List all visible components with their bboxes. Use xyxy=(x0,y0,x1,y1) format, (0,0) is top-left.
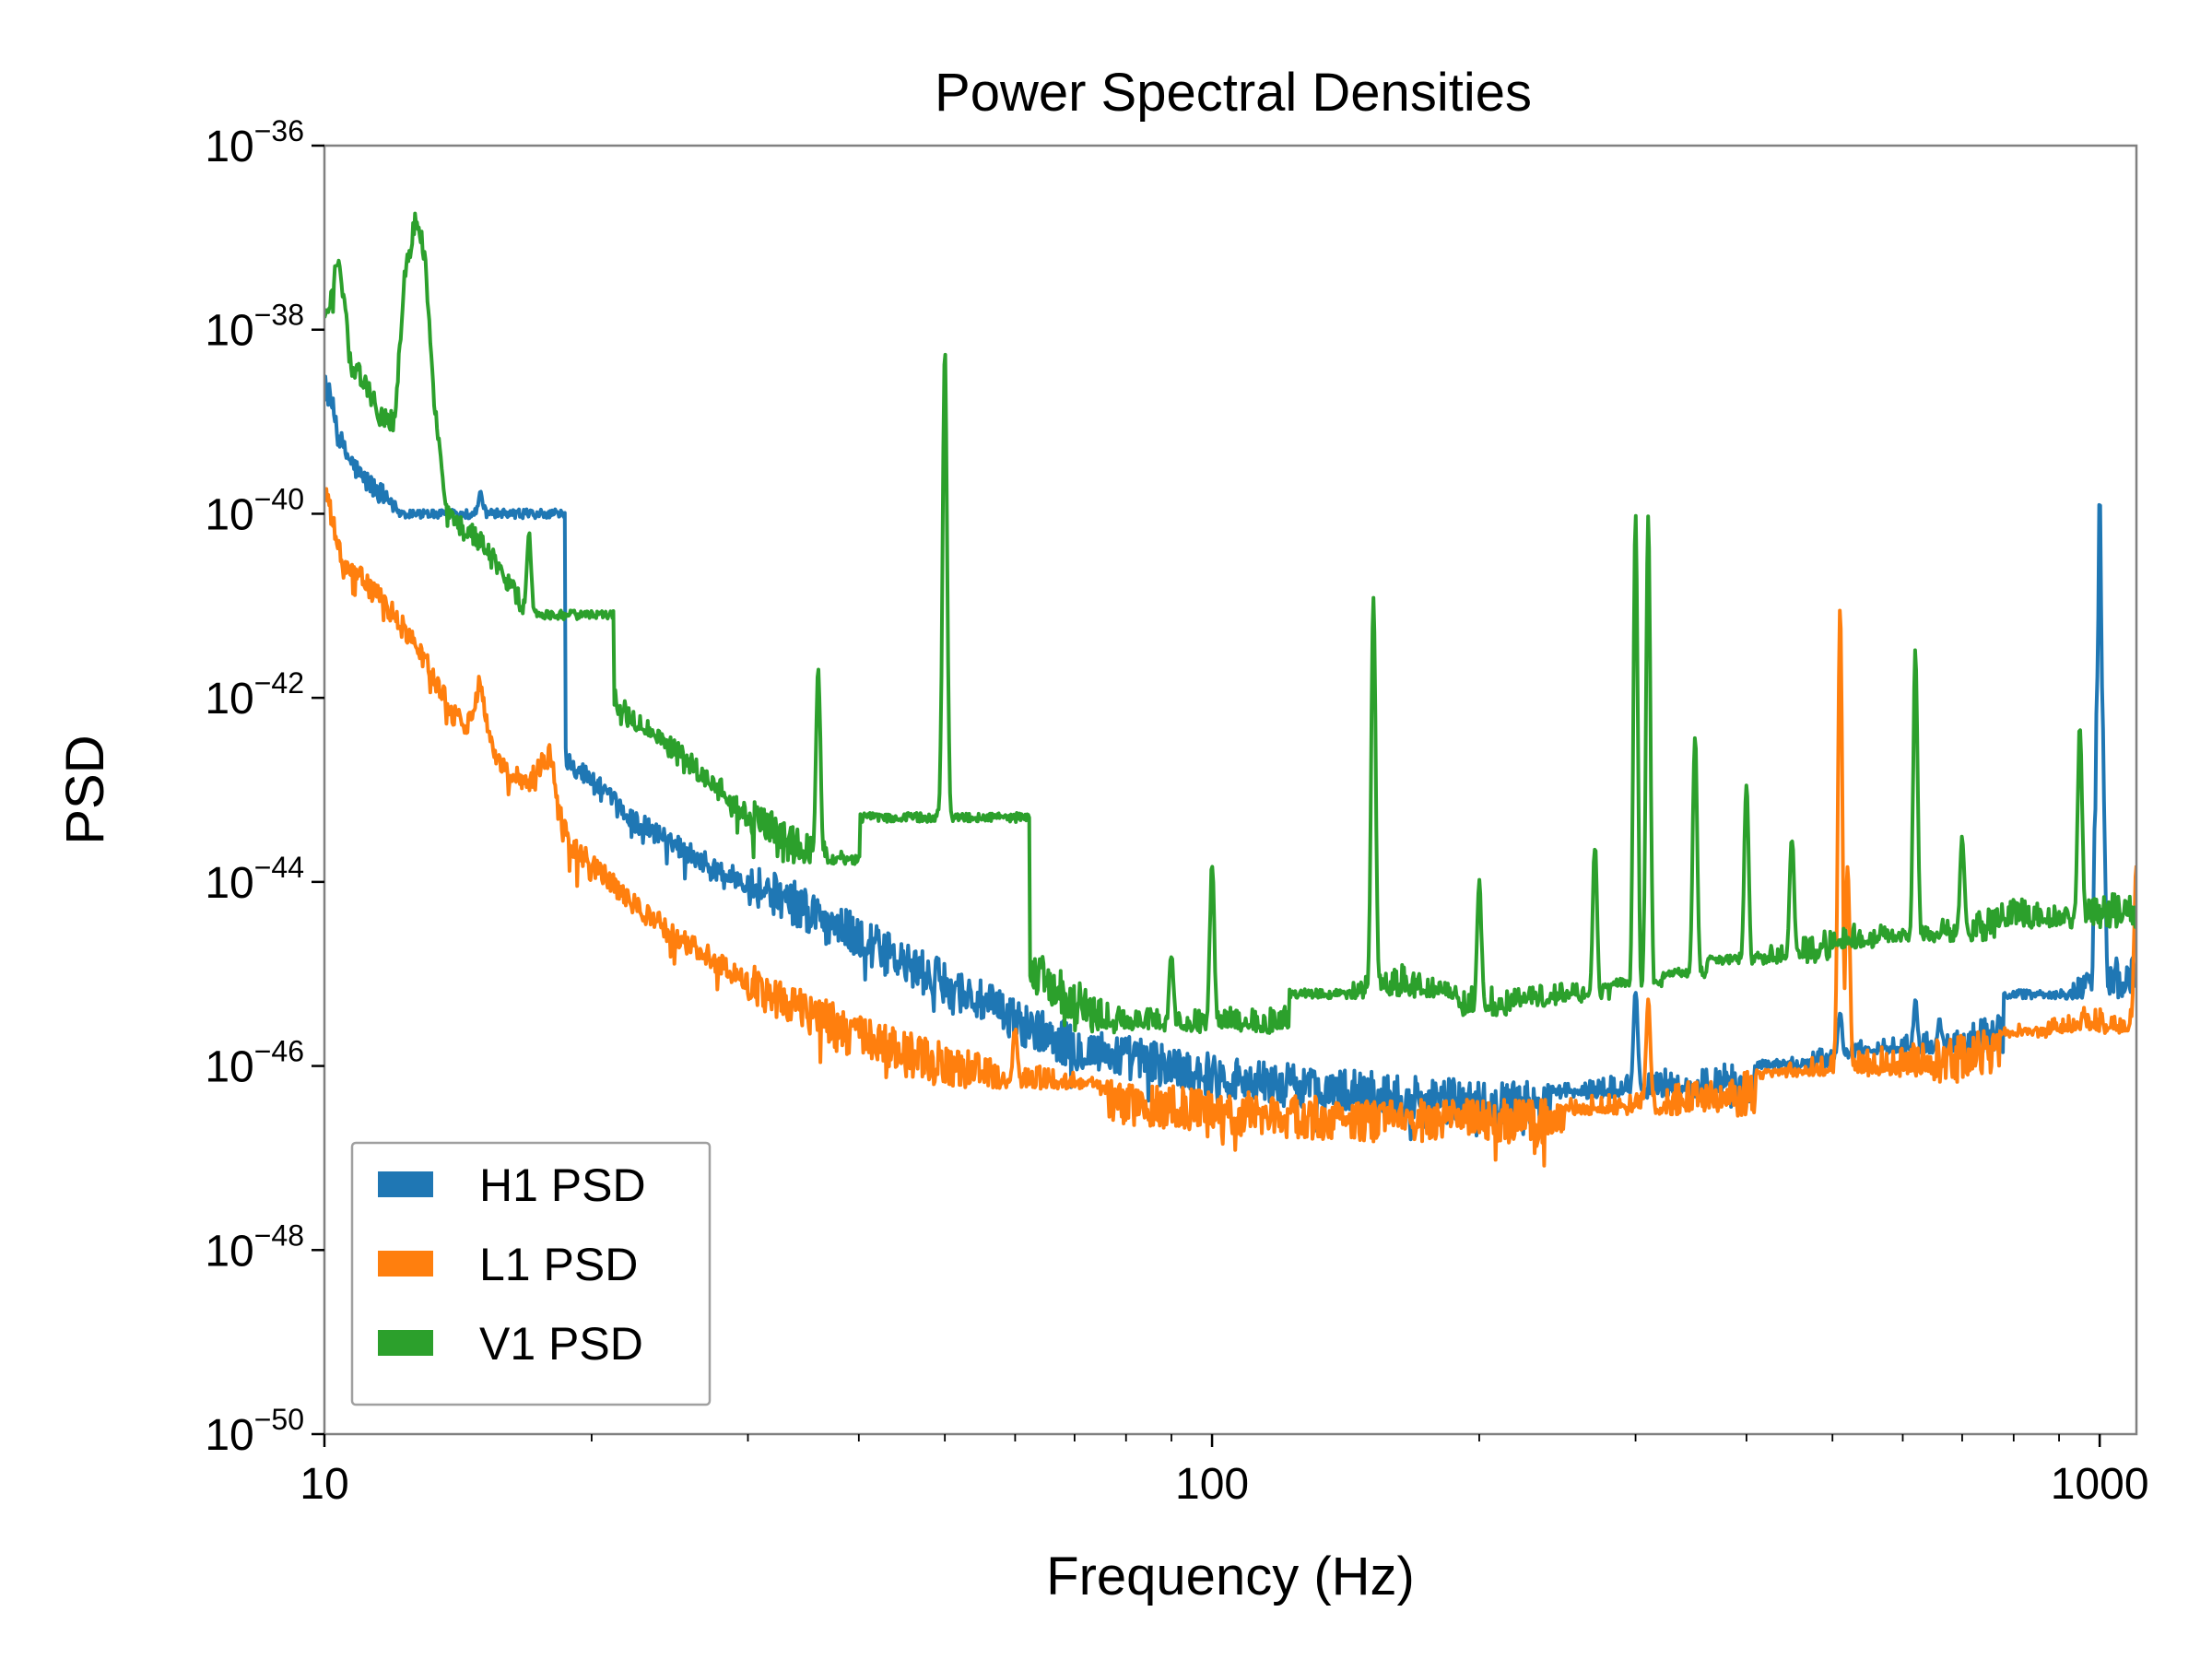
legend-swatch xyxy=(378,1171,433,1197)
legend-label: H1 PSD xyxy=(479,1159,646,1211)
legend-label: V1 PSD xyxy=(479,1318,643,1370)
y-tick-label: 10−48 xyxy=(205,1218,304,1276)
x-tick-label: 100 xyxy=(1175,1460,1249,1509)
series-line-v1 xyxy=(324,211,2136,1035)
series-line-l1 xyxy=(324,487,2136,1168)
legend-swatch xyxy=(378,1330,433,1356)
y-tick-label: 10−50 xyxy=(205,1403,304,1460)
series-layer xyxy=(324,211,2136,1168)
y-tick-label: 10−44 xyxy=(205,851,304,908)
x-tick-label: 1000 xyxy=(2051,1460,2149,1509)
y-tick-label: 10−36 xyxy=(205,114,304,171)
legend-swatch xyxy=(378,1251,433,1277)
legend: H1 PSD L1 PSD V1 PSD xyxy=(350,1141,712,1406)
legend-frame xyxy=(350,1141,712,1406)
y-tick-label: 10−40 xyxy=(205,482,304,539)
x-tick-label: 10 xyxy=(300,1460,348,1509)
y-tick-label: 10−42 xyxy=(205,666,304,724)
y-axis-title: PSD xyxy=(55,735,115,844)
x-axis: 10 100 1000 xyxy=(300,1434,2149,1509)
plot-frame xyxy=(323,144,2138,1436)
y-axis: 10−50 10−48 10−46 10−44 10−42 10−40 10−38 10−36 xyxy=(205,114,324,1460)
y-tick-label: 10−38 xyxy=(205,299,304,356)
x-axis-title: Frequency (Hz) xyxy=(1046,1547,1415,1606)
y-tick-label: 10−46 xyxy=(205,1035,304,1092)
legend-label: L1 PSD xyxy=(479,1239,638,1290)
chart-title: Power Spectral Densities xyxy=(935,63,1532,123)
